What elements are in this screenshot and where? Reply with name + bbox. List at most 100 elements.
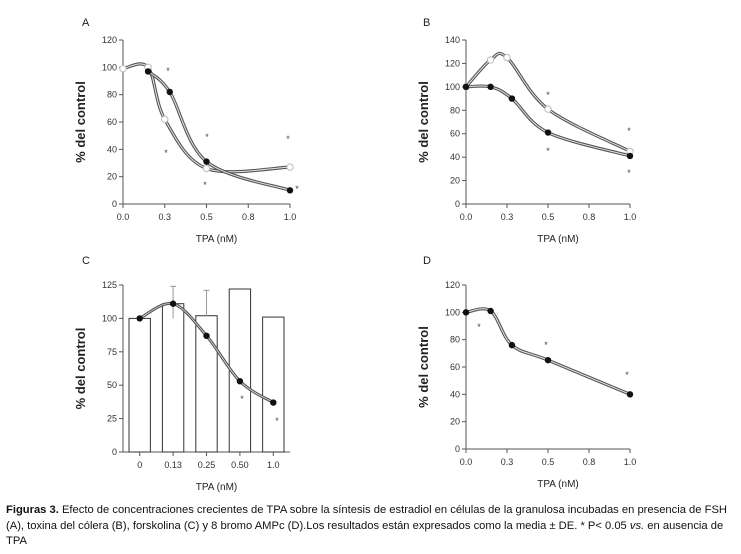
data-point [508,95,516,102]
data-point [236,377,244,385]
caption-text: Efecto de concentraciones crecientes de … [6,504,727,532]
x-tick-label: 1.0 [267,460,280,470]
y-tick-label: 0 [112,199,117,209]
data-point [286,187,294,194]
x-tick-label: 0.0 [117,212,130,222]
significance-star: * [295,184,299,194]
y-tick-label: 120 [102,35,117,45]
y-tick-label: 60 [107,117,117,127]
x-tick-label: 0.3 [501,457,514,467]
data-point [136,315,143,322]
y-tick-label: 80 [450,105,460,115]
significance-star: * [240,394,244,404]
y-tick-label: 0 [455,199,460,209]
y-tick-label: 125 [102,280,117,290]
data-point [144,68,152,75]
significance-star: * [203,180,207,190]
figure-caption: Figuras 3. Efecto de concentraciones cre… [6,503,736,550]
x-axis-label: TPA (nM) [196,482,237,493]
y-tick-label: 20 [450,417,460,427]
y-axis-label: % del control [73,328,88,410]
x-tick-label: 0.13 [164,460,182,470]
x-tick-label: 0 [137,460,142,470]
data-point-open [202,164,211,173]
bar [161,303,185,453]
significance-star: * [477,322,481,332]
data-point [169,300,177,307]
x-tick-label: 0.8 [583,457,596,467]
x-axis-label: TPA (nM) [537,479,578,490]
x-tick-label: 0.5 [542,457,555,467]
data-point [626,391,634,398]
data-point-open [503,53,511,62]
significance-star: * [627,126,631,136]
significance-star: * [205,132,209,142]
significance-star: * [544,340,548,350]
data-point-open [119,65,127,73]
significance-star: * [164,148,168,158]
y-tick-label: 100 [445,82,460,92]
data-point [203,158,210,165]
significance-star: * [546,90,550,100]
data-point-open [486,56,495,64]
y-tick-label: 80 [450,335,460,345]
x-tick-label: 0.25 [198,460,216,470]
y-tick-label: 120 [445,58,460,68]
data-point [270,399,277,406]
y-tick-label: 20 [450,176,460,186]
y-tick-label: 40 [450,152,460,162]
x-tick-label: 0.8 [583,212,596,222]
bar [262,316,285,453]
y-tick-label: 100 [445,307,460,317]
data-point-open [544,105,552,113]
y-tick-label: 20 [107,172,117,182]
panel-label: B [423,17,430,29]
data-point [626,152,634,160]
x-axis-label: TPA (nM) [537,234,578,245]
data-point [166,88,173,96]
data-point [203,332,210,339]
panel-label: C [82,255,90,267]
x-tick-label: 0.5 [200,212,213,222]
y-tick-label: 40 [107,144,117,154]
panel-label: A [82,17,90,29]
x-tick-label: 1.0 [284,212,297,222]
y-tick-label: 100 [102,62,117,72]
x-tick-label: 0.5 [542,212,555,222]
y-tick-label: 75 [107,347,117,357]
x-tick-label: 1.0 [624,212,637,222]
y-tick-label: 140 [445,35,460,45]
significance-star: * [166,66,170,76]
caption-label: Figuras 3. [6,504,59,516]
caption-tail: en ausencia de TPA [6,519,724,548]
panel-label: D [423,255,431,267]
series-line-inner [465,52,631,152]
x-tick-label: 0.8 [242,212,255,222]
data-point-open [286,163,294,171]
y-tick-label: 100 [102,313,117,323]
series-line [464,51,631,153]
series-line [122,62,291,174]
x-tick-label: 0.50 [231,460,249,470]
data-point [487,83,494,91]
y-tick-label: 25 [107,414,117,424]
chart-panel-c: C 0 25 50 75 100 125 % del control TPA (nM) 0 0.13… [73,255,290,493]
significance-star: * [286,134,290,144]
data-point [544,129,552,136]
y-tick-label: 60 [450,129,460,139]
y-tick-label: 120 [445,280,460,290]
bar [128,317,151,453]
significance-star: * [546,146,550,156]
series-line [465,307,631,396]
data-point [508,341,516,349]
data-point-open [161,115,169,123]
y-tick-label: 80 [107,90,117,100]
y-axis-label: % del control [416,81,431,163]
chart-panel-b: B 0 20 40 60 80 100 120 140 % del control TPA (nM)… [416,17,636,245]
y-tick-label: 60 [450,362,460,372]
chart-panel-d: D 0 20 40 60 80 100 120 % del control TPA (nM) 0.0… [416,255,636,490]
significance-star: * [625,370,629,380]
significance-star: * [275,416,279,426]
x-tick-label: 0.0 [460,212,473,222]
x-tick-label: 0.0 [460,457,473,467]
